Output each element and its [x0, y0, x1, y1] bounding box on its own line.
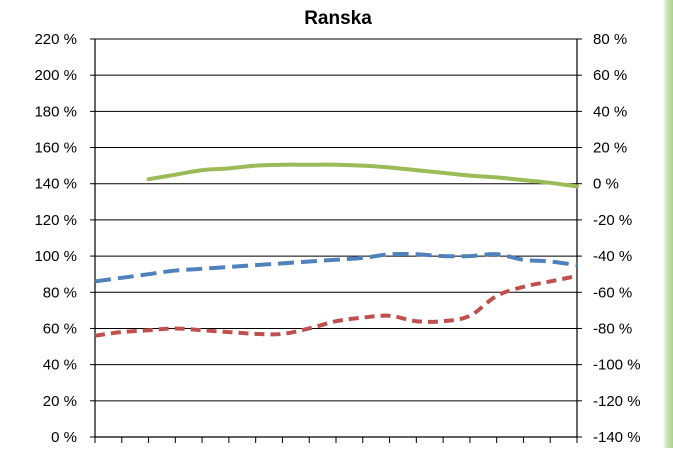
y-left-tick-label: 0 %	[51, 429, 77, 446]
axis-layer	[94, 39, 578, 443]
y-right-tick-label: 0 %	[593, 176, 619, 193]
y-left-tick-label: 100 %	[34, 248, 77, 265]
chart-title: Ranska	[304, 8, 372, 29]
right-decorative-strip	[663, 0, 673, 448]
y-right-tick-label: -100 %	[593, 357, 641, 374]
series-line-2	[94, 251, 578, 284]
y-left-tick-label: 200 %	[34, 67, 77, 84]
y-right-tick-label: -60 %	[593, 284, 632, 301]
tick-layer: 0 % 20 % 40 % 60 % 80 % 100 % 120 % 140 % 160 % 1…	[34, 31, 640, 446]
y-left-tick-label: 120 %	[34, 212, 77, 229]
y-left-tick-label: 160 %	[34, 140, 77, 157]
y-right-tick-label: -80 %	[593, 320, 632, 337]
y-left-tick-label: 40 %	[43, 357, 77, 374]
series-layer	[94, 162, 579, 338]
y-left-tick-label: 20 %	[43, 393, 77, 410]
series-line-3	[94, 274, 578, 338]
y-right-tick-label: 40 %	[593, 103, 627, 120]
y-left-tick-label: 60 %	[43, 320, 77, 337]
grid-layer	[95, 38, 577, 402]
y-right-tick-label: -20 %	[593, 212, 632, 229]
y-right-tick-label: 20 %	[593, 140, 627, 157]
y-right-tick-label: -120 %	[593, 393, 641, 410]
y-right-tick-label: -140 %	[593, 429, 641, 446]
y-right-tick-label: 60 %	[593, 67, 627, 84]
y-right-tick-label: -40 %	[593, 248, 632, 265]
y-left-tick-label: 80 %	[43, 284, 77, 301]
y-left-tick-label: 220 %	[34, 31, 77, 48]
y-left-tick-label: 180 %	[34, 103, 77, 120]
y-right-tick-label: 80 %	[593, 31, 627, 48]
y-left-tick-label: 140 %	[34, 176, 77, 193]
series-line-1	[146, 162, 579, 189]
